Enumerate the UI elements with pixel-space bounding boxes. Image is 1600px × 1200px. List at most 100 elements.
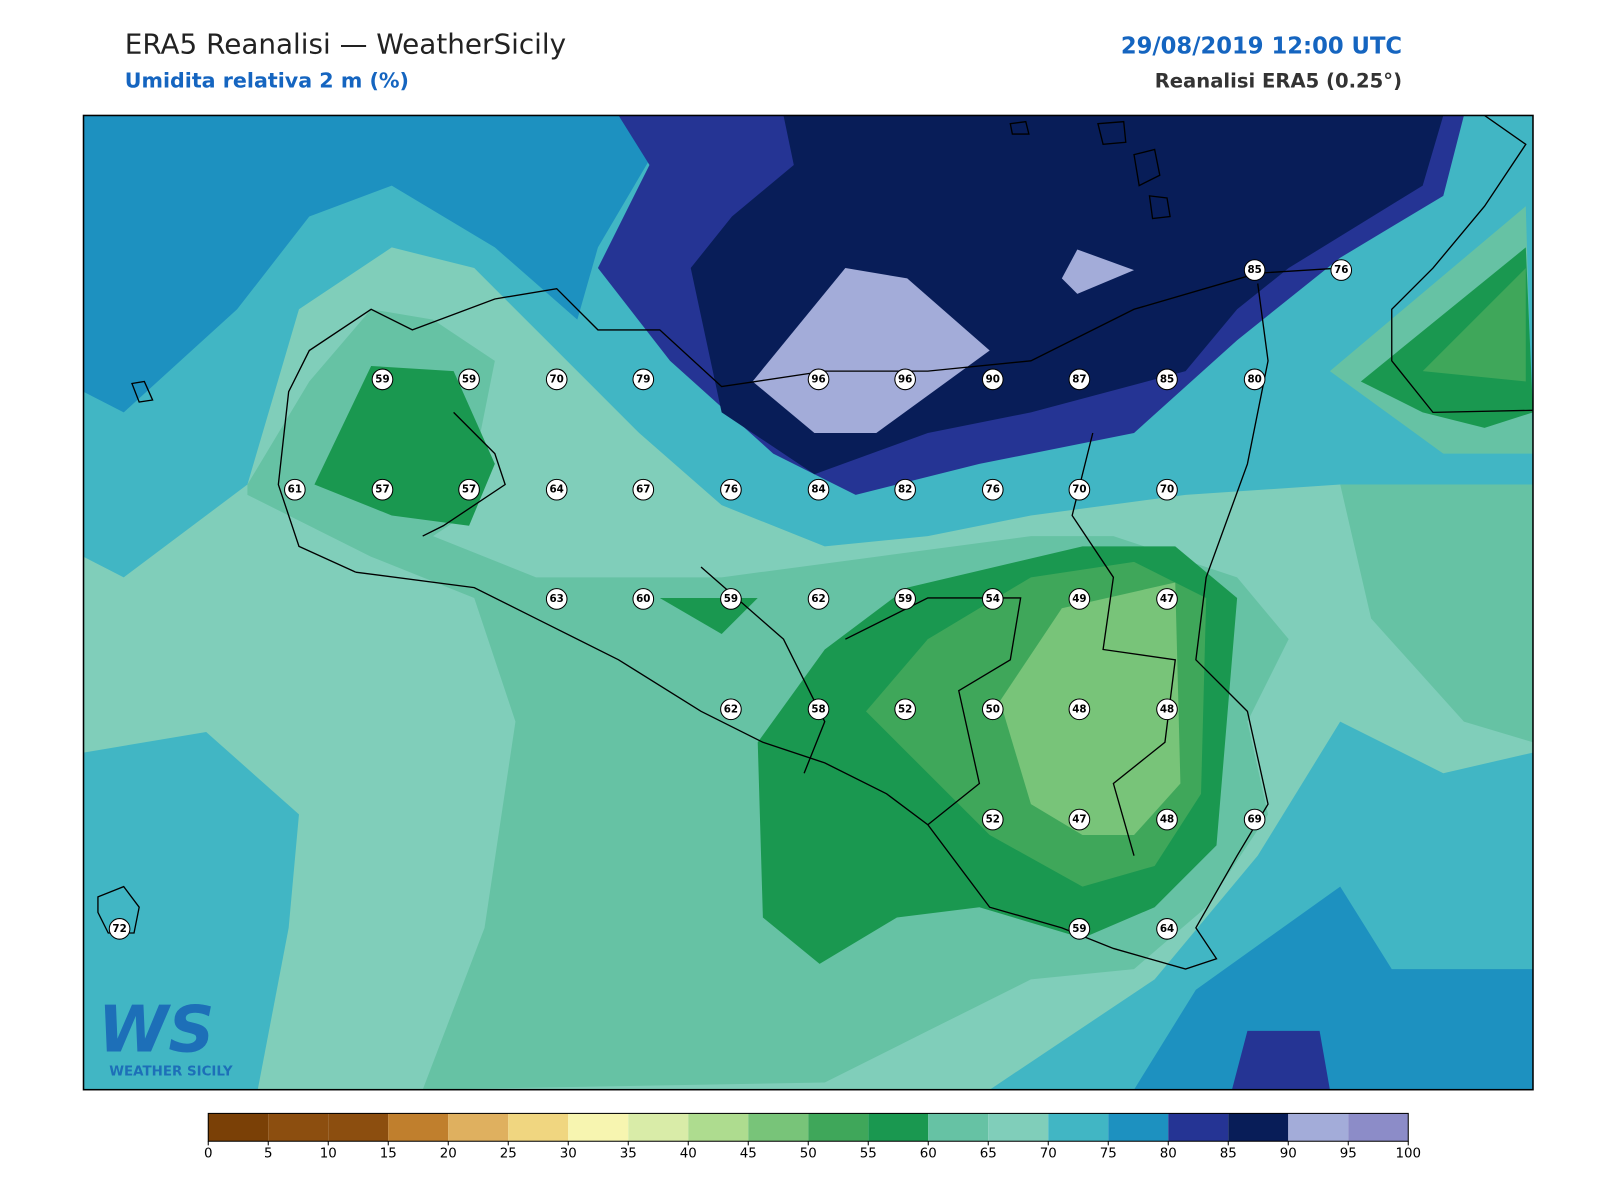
station-value: 85 xyxy=(1160,373,1174,385)
colorbar-tick-label: 45 xyxy=(740,1147,757,1162)
colorbar-tick-label: 60 xyxy=(920,1147,937,1162)
station-value: 48 xyxy=(1160,814,1174,826)
subtitle: Umidita relativa 2 m (%) xyxy=(125,69,409,93)
colorbar-segment xyxy=(1288,1113,1349,1142)
colorbar-segment xyxy=(268,1113,329,1142)
date: 29/08/2019 12:00 UTC xyxy=(1121,34,1402,60)
station-value: 85 xyxy=(1247,264,1261,276)
station-value: 72 xyxy=(112,923,126,935)
station-value: 57 xyxy=(462,484,476,496)
colorbar-segment xyxy=(868,1113,929,1142)
contour-area xyxy=(1134,886,1533,1090)
colorbar-tick-label: 95 xyxy=(1340,1147,1357,1162)
map-frame xyxy=(82,114,1534,1091)
station-value: 67 xyxy=(636,484,650,496)
station-marker xyxy=(458,478,480,501)
colorbar-tick-label: 20 xyxy=(440,1147,457,1162)
contour-area xyxy=(1000,582,1181,836)
station-value: 60 xyxy=(636,593,650,605)
station-marker xyxy=(1068,368,1091,391)
colorbar-tick-label: 100 xyxy=(1395,1147,1421,1162)
station-value: 62 xyxy=(811,593,825,605)
colorbar-tick-label: 55 xyxy=(860,1147,877,1162)
colorbar-segment xyxy=(328,1113,389,1142)
colorbar-segment xyxy=(508,1113,569,1142)
station-marker xyxy=(894,588,916,610)
colorbar-segment xyxy=(808,1113,869,1142)
station-value: 84 xyxy=(811,484,825,496)
station-marker xyxy=(1156,368,1178,391)
contour-area xyxy=(1231,1030,1330,1090)
contour-area xyxy=(83,115,650,413)
colorbar-tick-label: 90 xyxy=(1280,1147,1297,1162)
station-value: 47 xyxy=(1072,814,1086,826)
contour-area xyxy=(1422,268,1526,382)
station-marker xyxy=(632,588,655,610)
station-marker xyxy=(720,588,742,610)
station-value: 70 xyxy=(550,373,564,385)
colorbar-segment xyxy=(1048,1113,1109,1142)
stations: 85 76 59 59 70 79 96 96 90 87 85 80 61 57 57 64 67 76 84 82… xyxy=(108,259,1353,940)
station-value: 54 xyxy=(986,593,1000,605)
colorbar-segment xyxy=(208,1113,269,1142)
station-marker xyxy=(981,478,1004,501)
station-marker xyxy=(632,478,655,501)
station-marker xyxy=(284,478,306,501)
colorbar-tick-label: 35 xyxy=(620,1147,637,1162)
station-marker xyxy=(720,698,742,721)
contour-area xyxy=(1061,249,1135,294)
station-marker xyxy=(1156,588,1178,610)
station-value: 76 xyxy=(724,484,738,496)
station-marker xyxy=(545,588,568,610)
title: ERA5 Reanalisi — WeatherSicily xyxy=(125,28,566,61)
station-marker xyxy=(1156,918,1178,940)
station-marker xyxy=(1156,698,1178,721)
colorbar-tick-label: 5 xyxy=(264,1147,273,1162)
colorbar-tick-label: 10 xyxy=(320,1147,337,1162)
station-marker xyxy=(545,478,568,501)
station-marker xyxy=(1243,259,1266,281)
station-value: 62 xyxy=(724,703,738,715)
station-value: 59 xyxy=(898,593,912,605)
station-value: 63 xyxy=(550,593,564,605)
station-value: 96 xyxy=(811,373,825,385)
station-value: 52 xyxy=(986,814,1000,826)
station-marker xyxy=(1068,918,1091,940)
colorbar-segment xyxy=(568,1113,629,1142)
station-marker xyxy=(807,478,830,501)
colorbar-segment xyxy=(988,1113,1049,1142)
station-value: 96 xyxy=(898,373,912,385)
colorbar-segment xyxy=(1348,1113,1409,1142)
colorbar-tick-label: 75 xyxy=(1100,1147,1117,1162)
station-value: 76 xyxy=(1334,264,1348,276)
colorbar-tick-label: 85 xyxy=(1220,1147,1237,1162)
station-marker xyxy=(720,478,742,501)
logo-text: WEATHER SICILY xyxy=(109,1064,233,1079)
colorbar-tick-label: 50 xyxy=(800,1147,817,1162)
station-value: 58 xyxy=(811,703,825,715)
station-marker xyxy=(1330,259,1353,281)
station-marker xyxy=(807,698,830,721)
station-marker xyxy=(1156,478,1178,501)
station-value: 64 xyxy=(550,484,564,496)
station-value: 59 xyxy=(375,373,389,385)
colorbar-segment xyxy=(1228,1113,1289,1142)
station-marker xyxy=(371,478,394,501)
colorbar-segment xyxy=(688,1113,749,1142)
station-marker xyxy=(545,368,568,391)
colorbar-segment xyxy=(928,1113,989,1142)
station-value: 64 xyxy=(1160,923,1174,935)
station-marker xyxy=(458,368,480,391)
colorbar-segment xyxy=(748,1113,809,1142)
station-marker xyxy=(981,808,1004,831)
colorbar-tick-label: 40 xyxy=(680,1147,697,1162)
colorbar-segment xyxy=(388,1113,449,1142)
station-value: 90 xyxy=(986,373,1000,385)
station-marker xyxy=(1068,478,1091,501)
station-marker xyxy=(1068,588,1091,610)
station-marker xyxy=(1156,808,1178,831)
station-value: 80 xyxy=(1247,373,1261,385)
station-marker xyxy=(894,478,916,501)
colorbar-segment xyxy=(448,1113,509,1142)
